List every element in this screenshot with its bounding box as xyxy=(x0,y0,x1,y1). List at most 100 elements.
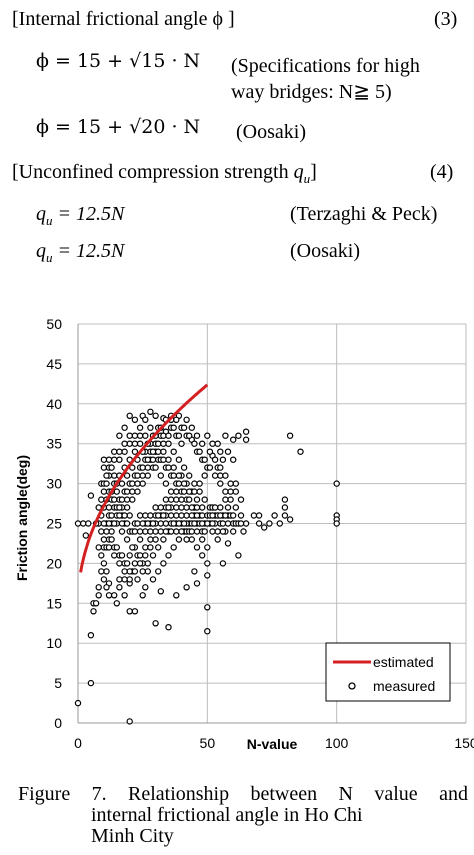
x-tick-label: 0 xyxy=(74,735,82,751)
measured-point xyxy=(149,576,157,583)
measured-point xyxy=(126,608,133,615)
measured-point xyxy=(110,472,118,479)
measured-point xyxy=(173,496,180,503)
y-axis-label: Friction angle(deg) xyxy=(14,455,30,581)
measured-point xyxy=(126,568,133,575)
measured-point xyxy=(183,416,190,424)
measured-point xyxy=(193,496,201,503)
measured-point xyxy=(90,608,97,615)
measured-point xyxy=(222,488,229,495)
measured-point xyxy=(116,576,123,583)
measured-point xyxy=(227,496,234,503)
phi-equation-1-source-line1: (Specifications for high xyxy=(231,55,420,77)
measured-point xyxy=(113,488,121,495)
measured-point xyxy=(266,520,273,527)
measured-point xyxy=(142,552,149,559)
measured-point xyxy=(116,560,123,567)
measured-point xyxy=(185,432,193,439)
measured-point xyxy=(286,432,294,439)
phi-heading: [Internal frictional angle ϕ ] xyxy=(12,8,235,30)
measured-point xyxy=(297,448,304,455)
measured-point xyxy=(178,504,185,511)
caption-word: N xyxy=(338,783,353,805)
measured-point xyxy=(175,536,183,543)
measured-point xyxy=(144,560,151,567)
measured-point xyxy=(105,544,113,551)
measured-point xyxy=(237,520,245,527)
measured-point xyxy=(170,448,177,455)
measured-point xyxy=(160,512,167,519)
measured-point xyxy=(183,584,190,591)
measured-point xyxy=(175,472,183,479)
measured-point xyxy=(170,424,177,431)
measured-point xyxy=(100,576,108,583)
measured-point xyxy=(108,512,115,519)
measured-point xyxy=(131,568,139,575)
measured-point xyxy=(136,560,144,567)
measured-point xyxy=(170,464,177,471)
y-tick-label: 35 xyxy=(46,436,62,452)
legend-estimated-label: estimated xyxy=(373,654,434,670)
measured-point xyxy=(178,528,185,535)
measured-point xyxy=(131,432,139,439)
qu-heading-prefix: [Unconfined compression strength xyxy=(12,161,294,183)
measured-point xyxy=(147,408,154,416)
measured-point xyxy=(147,424,154,431)
measured-point xyxy=(87,632,95,639)
measured-point xyxy=(211,472,219,479)
qu-heading-subscript: u xyxy=(303,171,311,186)
measured-point xyxy=(121,512,128,519)
measured-point xyxy=(103,568,110,575)
measured-point xyxy=(162,480,170,487)
measured-point xyxy=(100,488,108,495)
measured-point xyxy=(82,532,90,539)
measured-point xyxy=(183,512,190,519)
measured-point xyxy=(219,560,227,567)
measured-point xyxy=(149,520,157,527)
measured-point xyxy=(217,504,224,511)
x-axis-label: N-value xyxy=(247,736,298,752)
measured-point xyxy=(131,448,139,455)
measured-point xyxy=(103,472,110,479)
measured-point xyxy=(219,520,227,527)
measured-point xyxy=(123,536,131,543)
measured-points xyxy=(74,408,340,725)
measured-point xyxy=(79,520,87,527)
measured-point xyxy=(281,504,289,511)
measured-point xyxy=(224,520,232,527)
measured-point xyxy=(224,448,232,455)
measured-point xyxy=(116,432,123,439)
measured-point xyxy=(198,552,206,559)
measured-point xyxy=(165,440,172,447)
measured-point xyxy=(92,600,100,607)
measured-point xyxy=(281,496,289,503)
measured-point xyxy=(131,440,139,447)
qu-equation-2-rhs: = 12.5N xyxy=(52,240,125,262)
measured-point xyxy=(110,456,118,463)
measured-point xyxy=(222,432,229,439)
measured-point xyxy=(134,520,141,527)
measured-point xyxy=(126,412,133,420)
measured-point xyxy=(131,608,139,615)
measured-point xyxy=(188,504,195,511)
measured-point xyxy=(167,488,175,495)
measured-point xyxy=(160,456,167,463)
phi-equation-1-source-line2: way bridges: N≧ 5) xyxy=(231,81,392,103)
measured-point xyxy=(173,592,180,599)
y-axis-ticks: 0 5 10 15 20 25 30 35 40 45 50 xyxy=(46,316,62,731)
measured-point xyxy=(175,432,183,439)
measured-point xyxy=(165,456,172,463)
measured-point xyxy=(167,496,175,503)
measured-point xyxy=(178,512,185,519)
measured-point xyxy=(110,520,118,527)
measured-point xyxy=(144,520,151,527)
measured-point xyxy=(261,524,268,531)
measured-point xyxy=(118,552,126,559)
measured-point xyxy=(162,520,170,527)
y-tick-label: 10 xyxy=(46,635,62,651)
qu-equation-number: (4) xyxy=(430,161,454,183)
chart-legend: estimated measured xyxy=(325,642,451,702)
measured-point xyxy=(100,456,108,463)
measured-point xyxy=(217,480,224,487)
measured-point xyxy=(286,516,294,523)
